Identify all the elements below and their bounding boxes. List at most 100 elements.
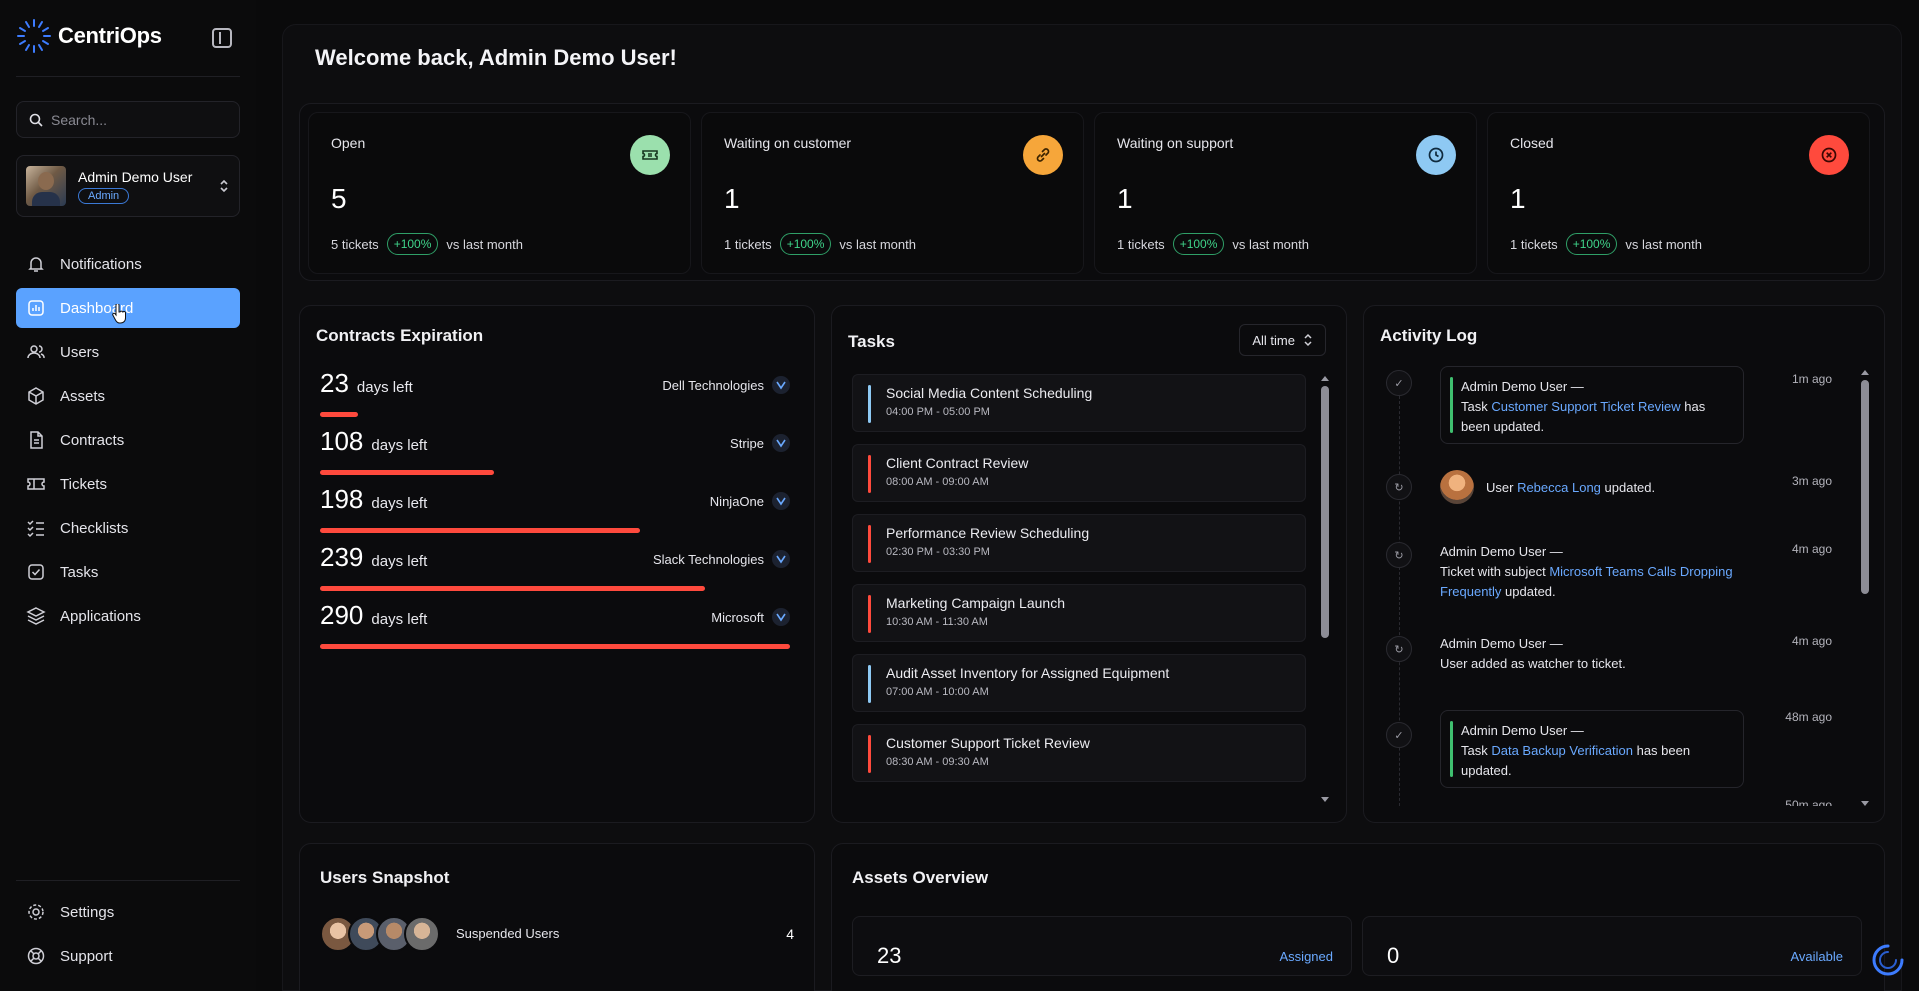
task-item[interactable]: Client Contract Review 08:00 AM - 09:00 A… [852, 444, 1306, 502]
contract-progress-bar [320, 644, 790, 649]
asset-card-available[interactable]: 0 Available [1362, 916, 1862, 976]
assets-icon [28, 387, 44, 405]
vendor-logo-icon [772, 434, 790, 452]
activity-text: Ticket with subject Microsoft Teams Call… [1440, 562, 1740, 602]
days-left: 198 days left [320, 484, 427, 515]
sidebar-item-label: Contracts [60, 431, 125, 449]
stat-value: 5 [331, 183, 347, 214]
stat-card-open[interactable]: Open 5 5 tickets +100% vs last month [308, 112, 691, 274]
sidebar-divider [16, 76, 240, 77]
stat-suffix: vs last month [839, 236, 916, 252]
sidebar-item-label: Notifications [60, 255, 142, 273]
layers-icon [26, 607, 46, 625]
days-unit: days left [356, 379, 413, 396]
ticket-icon [630, 135, 670, 175]
task-color-bar [868, 665, 871, 703]
activity-time: 4m ago [1791, 542, 1832, 556]
avatar [26, 166, 66, 206]
checklist-icon [27, 520, 44, 538]
activity-time: 48m ago [1785, 710, 1832, 724]
sidebar-item-notifications[interactable]: Notifications [16, 244, 240, 284]
avatar [404, 916, 440, 952]
change-badge: +100% [1565, 233, 1618, 255]
contract-row[interactable]: 239 days left Slack Technologies [320, 542, 790, 600]
days-value: 198 [320, 484, 364, 514]
change-badge: +100% [1172, 233, 1225, 255]
sidebar-item-checklists[interactable]: Checklists [16, 508, 240, 548]
search-box[interactable] [16, 101, 240, 138]
scroll-thumb[interactable] [1321, 386, 1329, 638]
contract-row[interactable]: 108 days left Stripe [320, 426, 790, 484]
activity-scrollbar[interactable] [1860, 368, 1870, 808]
sidebar-collapse-icon[interactable] [212, 28, 232, 48]
activity-list: ✓ Admin Demo User — Task Customer Suppor… [1382, 366, 1832, 806]
task-item[interactable]: Customer Support Ticket Review 08:30 AM -… [852, 724, 1306, 782]
days-value: 239 [320, 542, 364, 572]
contract-row[interactable]: 290 days left Microsoft [320, 600, 790, 658]
stat-card-waiting-customer[interactable]: Waiting on customer 1 1 tickets +100% vs… [701, 112, 1084, 274]
sidebar-item-tasks[interactable]: Tasks [16, 552, 240, 592]
sidebar-item-applications[interactable]: Applications [16, 596, 240, 636]
sidebar-item-assets[interactable]: Assets [16, 376, 240, 416]
search-input[interactable] [51, 111, 231, 128]
activity-link[interactable]: Customer Support Ticket Review [1491, 399, 1681, 414]
centriops-logo-icon [17, 19, 51, 53]
task-color-bar [868, 735, 871, 773]
user-switcher[interactable]: Admin Demo User Admin [16, 155, 240, 217]
stat-card-waiting-support[interactable]: Waiting on support 1 1 tickets +100% vs … [1094, 112, 1477, 274]
sidebar-nav-bottom: Settings Support [16, 892, 240, 980]
days-unit: days left [371, 553, 428, 570]
activity-text-pre: User [1486, 480, 1518, 495]
days-unit: days left [371, 495, 428, 512]
vendor: Slack Technologies [653, 550, 790, 568]
user-meta: Admin Demo User Admin [78, 169, 192, 204]
activity-text: User Rebecca Long updated. [1486, 478, 1786, 498]
activity-link[interactable]: Data Backup Verification [1491, 743, 1633, 758]
asset-card-assigned[interactable]: 23 Assigned [852, 916, 1352, 976]
stat-footer: 1 tickets +100% vs last month [1510, 233, 1702, 255]
sidebar: CentriOps Admin Demo User Admin Notifica… [0, 0, 256, 991]
sidebar-item-contracts[interactable]: Contracts [16, 420, 240, 460]
role-badge: Admin [78, 187, 130, 204]
tasks-scrollbar[interactable] [1320, 374, 1330, 804]
vendor-logo-icon [772, 492, 790, 510]
days-left: 108 days left [320, 426, 427, 457]
asset-label-link[interactable]: Available [1790, 949, 1843, 964]
sidebar-item-tickets[interactable]: Tickets [16, 464, 240, 504]
task-item[interactable]: Performance Review Scheduling 02:30 PM - … [852, 514, 1306, 572]
activity-time: 3m ago [1791, 474, 1832, 488]
gear-icon [28, 904, 44, 920]
contract-row[interactable]: 23 days left Dell Technologies [320, 368, 790, 426]
stat-card-closed[interactable]: Closed 1 1 tickets +100% vs last month [1487, 112, 1870, 274]
task-name: Social Media Content Scheduling [886, 385, 1093, 401]
contract-progress-bar [320, 470, 494, 475]
task-item[interactable]: Audit Asset Inventory for Assigned Equip… [852, 654, 1306, 712]
asset-label-link[interactable]: Assigned [1279, 949, 1333, 964]
task-item[interactable]: Social Media Content Scheduling 04:00 PM … [852, 374, 1306, 432]
activity-link[interactable]: Microsoft Teams Calls Dropping Frequentl… [1440, 564, 1733, 599]
task-time: 08:00 AM - 09:00 AM [886, 476, 989, 488]
days-unit: days left [371, 437, 428, 454]
activity-time: 50m ago [1785, 798, 1832, 806]
stat-suffix: vs last month [1232, 236, 1309, 252]
contracts-icon [30, 431, 43, 449]
contract-row[interactable]: 198 days left NinjaOne [320, 484, 790, 542]
activity-content: Admin Demo User — User added as watcher … [1440, 634, 1740, 674]
task-item[interactable]: Marketing Campaign Launch 10:30 AM - 11:3… [852, 584, 1306, 642]
sidebar-item-users[interactable]: Users [16, 332, 240, 372]
page-title: Welcome back, Admin Demo User! [315, 45, 677, 70]
task-time: 02:30 PM - 03:30 PM [886, 546, 990, 558]
scroll-thumb[interactable] [1861, 380, 1869, 594]
time-filter-select[interactable]: All time [1239, 324, 1326, 356]
stat-value: 1 [1510, 183, 1526, 214]
task-color-bar [868, 525, 871, 563]
sidebar-item-dashboard[interactable]: Dashboard [16, 288, 240, 328]
sidebar-item-settings[interactable]: Settings [16, 892, 240, 932]
panel-title: Activity Log [1380, 326, 1478, 345]
brand[interactable]: CentriOps [16, 18, 162, 54]
days-left: 23 days left [320, 368, 413, 399]
task-icon [28, 564, 44, 580]
activity-link[interactable]: Rebecca Long [1517, 480, 1601, 495]
vendor-name: Stripe [730, 435, 764, 451]
sidebar-item-support[interactable]: Support [16, 936, 240, 976]
